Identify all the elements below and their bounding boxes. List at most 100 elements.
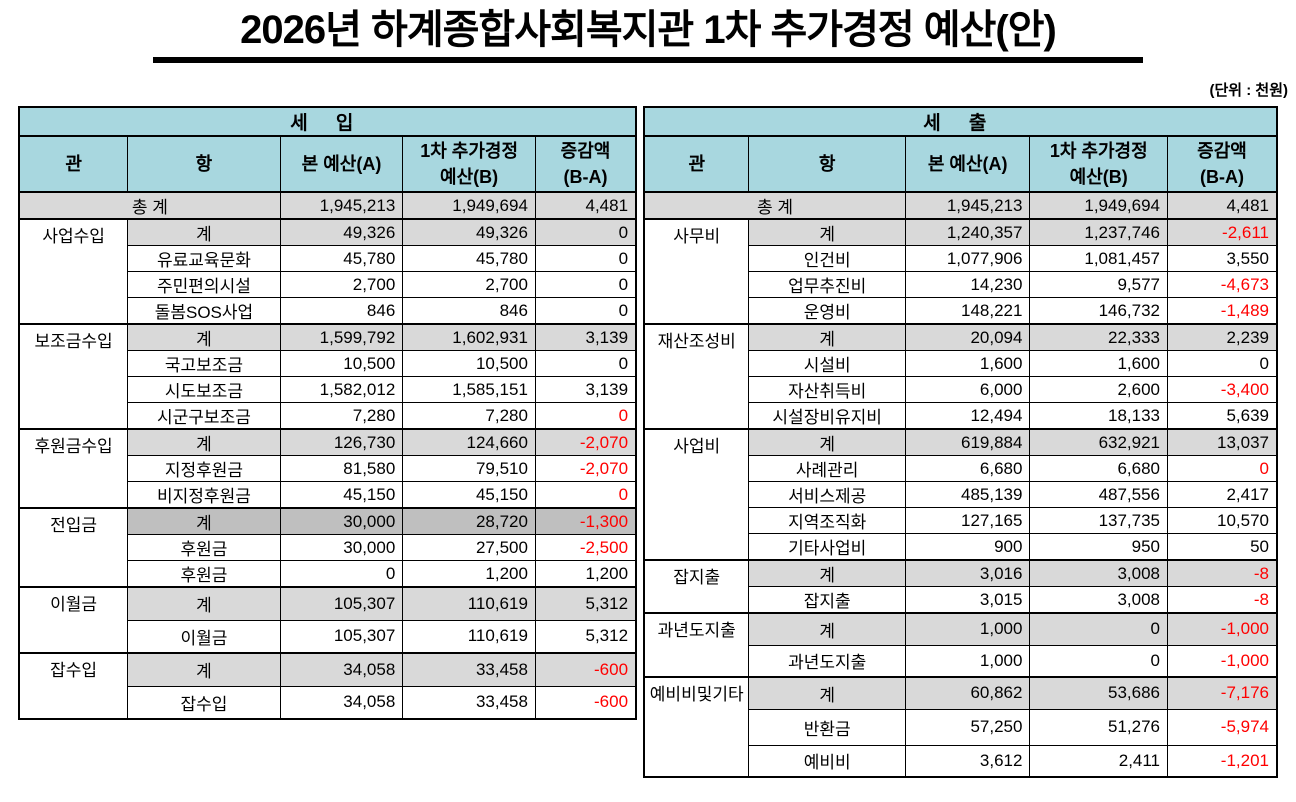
detail-row: 지역조직화 127,165 137,735 10,570 <box>644 507 1278 534</box>
detail-row: 자산취득비 6,000 2,600 -3,400 <box>644 376 1278 403</box>
income-section-header: 세 입 <box>18 106 637 137</box>
subtotal-row: 잡수입 계 34,058 33,458 -600 <box>18 652 637 720</box>
income-section-title: 세 입 <box>18 106 637 137</box>
hang-cell: 잡수입 <box>127 685 281 720</box>
diff-cell: -1,489 <box>1167 297 1278 325</box>
budget-b-cell: 632,921 <box>1029 428 1169 456</box>
budget-b-cell: 18,133 <box>1029 402 1169 430</box>
detail-row: 사례관리 6,680 6,680 0 <box>644 455 1278 482</box>
budget-a-cell: 6,680 <box>904 455 1031 482</box>
budget-a-cell: 30,000 <box>279 534 404 561</box>
diff-cell: -2,070 <box>534 455 637 482</box>
hang-cell: 지정후원금 <box>127 455 281 482</box>
diff-cell: 0 <box>534 350 637 377</box>
detail-row: 이월금 105,307 110,619 5,312 <box>19 619 637 654</box>
diff-cell: -2,611 <box>1167 218 1278 246</box>
diff-cell: 3,139 <box>534 376 637 403</box>
budget-b-cell: 0 <box>1029 612 1169 646</box>
diff-cell: 0 <box>534 245 637 272</box>
budget-a-cell: 3,015 <box>904 586 1031 614</box>
col-header-diff-line2: (B-A) <box>1200 167 1244 187</box>
budget-b-cell: 6,680 <box>1029 455 1169 482</box>
hang-cell: 지역조직화 <box>748 507 906 534</box>
hang-cell: 비지정후원금 <box>127 481 281 509</box>
diff-cell: 5,312 <box>534 619 637 654</box>
budget-b-cell: 33,458 <box>402 685 536 720</box>
budget-a-cell: 2,700 <box>279 271 404 298</box>
col-header-budget-b-line1: 1차 추가경정 <box>420 140 519 161</box>
subtotal-row: 과년도지출 계 1,000 0 -1,000 <box>643 612 1278 678</box>
budget-a-cell: 0 <box>279 560 404 588</box>
diff-cell: 0 <box>534 402 637 430</box>
diff-cell: 0 <box>534 218 637 246</box>
budget-tables: 세 입 관 항 본 예산(A) 1차 추가경정 예산(B) 증감액 (B-A) <box>18 106 1278 778</box>
grand-total-row: 총 계 1,945,213 1,949,694 4,481 <box>18 191 637 220</box>
budget-a-cell: 105,307 <box>279 586 404 621</box>
diff-cell: -8 <box>1167 586 1278 614</box>
budget-document-page: 2026년 하계종합사회복지관 1차 추가경정 예산(안) (단위 : 천원) … <box>0 6 1296 802</box>
budget-b-cell: 2,700 <box>402 271 536 298</box>
hang-cell: 이월금 <box>127 619 281 654</box>
diff-cell: -8 <box>1167 559 1278 587</box>
diff-cell: 4,481 <box>1167 191 1278 220</box>
hang-cell: 유료교육문화 <box>127 245 281 272</box>
detail-row: 주민편의시설 2,700 2,700 0 <box>19 271 637 298</box>
col-header-diff-line1: 증감액 <box>560 140 611 161</box>
detail-row: 운영비 148,221 146,732 -1,489 <box>644 297 1278 325</box>
diff-cell: -3,400 <box>1167 376 1278 403</box>
hang-cell: 서비스제공 <box>748 481 906 508</box>
diff-cell: 3,550 <box>1167 245 1278 272</box>
budget-b-cell: 79,510 <box>402 455 536 482</box>
unit-label: (단위 : 천원) <box>1209 82 1288 99</box>
budget-b-cell: 0 <box>1029 644 1169 678</box>
diff-cell: -1,201 <box>1167 744 1278 778</box>
col-header-gwan: 관 <box>18 135 129 193</box>
budget-a-cell: 34,058 <box>279 685 404 720</box>
col-header-budget-b-line2: 예산(B) <box>1069 167 1128 187</box>
gwan-cell: 예비비및기타 <box>643 676 750 778</box>
subtotal-row: 사무비 계 1,240,357 1,237,746 -2,611 <box>643 218 1278 325</box>
grand-total-label: 총 계 <box>643 191 906 220</box>
gwan-cell: 보조금수입 <box>18 323 129 430</box>
col-header-budget-b-line2: 예산(B) <box>440 167 499 187</box>
budget-a-cell: 127,165 <box>904 507 1031 534</box>
budget-a-cell: 14,230 <box>904 271 1031 298</box>
detail-row: 국고보조금 10,500 10,500 0 <box>19 350 637 377</box>
budget-b-cell: 22,333 <box>1029 323 1169 351</box>
hang-cell: 시설장비유지비 <box>748 402 906 430</box>
budget-b-cell: 3,008 <box>1029 586 1169 614</box>
income-column-headers: 관 항 본 예산(A) 1차 추가경정 예산(B) 증감액 (B-A) <box>18 135 637 193</box>
col-header-hang: 항 <box>127 135 281 193</box>
expense-column-headers: 관 항 본 예산(A) 1차 추가경정 예산(B) 증감액 (B-A) <box>643 135 1278 193</box>
budget-b-cell: 487,556 <box>1029 481 1169 508</box>
budget-a-cell: 1,077,906 <box>904 245 1031 272</box>
budget-b-cell: 49,326 <box>402 218 536 246</box>
hang-cell: 계 <box>748 559 906 587</box>
detail-row: 기타사업비 900 950 50 <box>644 533 1278 561</box>
hang-cell: 인건비 <box>748 245 906 272</box>
detail-row: 시도보조금 1,582,012 1,585,151 3,139 <box>19 376 637 403</box>
expense-table-body: 총 계 1,945,213 1,949,694 4,481 사무비 계 1,240,357 1… <box>643 191 1278 778</box>
gwan-cell: 전입금 <box>18 507 129 588</box>
hang-cell: 반환금 <box>748 708 906 746</box>
budget-a-cell: 1,599,792 <box>279 323 404 351</box>
budget-b-cell: 9,577 <box>1029 271 1169 298</box>
budget-b-cell: 137,735 <box>1029 507 1169 534</box>
hang-cell: 돌봄SOS사업 <box>127 297 281 325</box>
budget-a-cell: 485,139 <box>904 481 1031 508</box>
budget-b-cell: 45,150 <box>402 481 536 509</box>
hang-cell: 사례관리 <box>748 455 906 482</box>
budget-a-cell: 1,582,012 <box>279 376 404 403</box>
diff-cell: 5,639 <box>1167 402 1278 430</box>
subtotal-row: 사업비 계 619,884 632,921 13,037 <box>643 428 1278 561</box>
budget-a-cell: 7,280 <box>279 402 404 430</box>
budget-a-cell: 900 <box>904 533 1031 561</box>
detail-row: 후원금 30,000 27,500 -2,500 <box>19 534 637 561</box>
diff-cell: -7,176 <box>1167 676 1278 710</box>
hang-cell: 계 <box>127 218 281 246</box>
subtotal-row: 이월금 계 105,307 110,619 5,312 <box>18 586 637 654</box>
gwan-cell: 이월금 <box>18 586 129 654</box>
hang-cell: 계 <box>127 586 281 621</box>
col-header-diff-line1: 증감액 <box>1197 140 1247 161</box>
budget-a-cell: 45,780 <box>279 245 404 272</box>
